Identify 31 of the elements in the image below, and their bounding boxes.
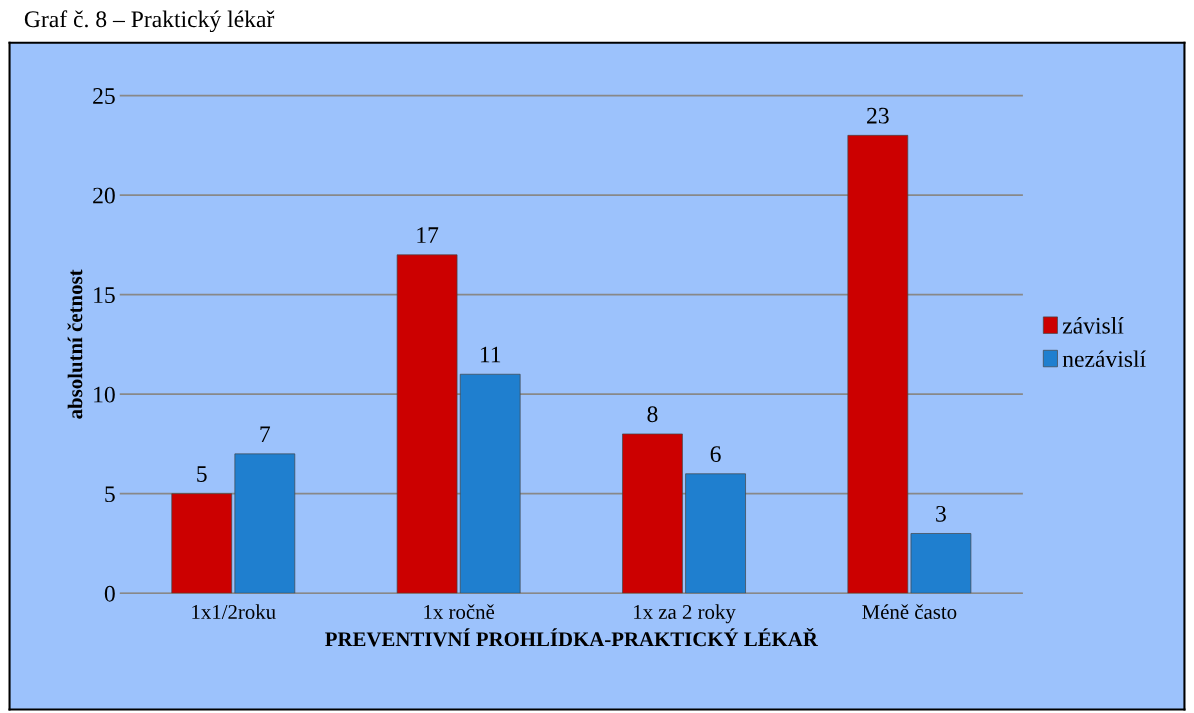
y-tick-label: 25 bbox=[93, 88, 115, 104]
x-tick-label: Méně často bbox=[862, 604, 957, 619]
bar bbox=[622, 433, 683, 594]
data-label: 8 bbox=[647, 406, 658, 423]
bar bbox=[685, 473, 746, 594]
bar bbox=[171, 493, 233, 594]
y-tick-label: 0 bbox=[104, 585, 115, 602]
bar bbox=[396, 254, 458, 594]
x-axis-title: PREVENTIVNÍ PROHLÍDKA-PRAKTICKÝ LÉKAŘ bbox=[325, 628, 819, 647]
data-label: 5 bbox=[197, 466, 207, 482]
chart-title: Graf č. 8 – Praktický lékař bbox=[24, 10, 275, 33]
data-label: 17 bbox=[417, 227, 439, 243]
x-tick-label: 1x1/2roku bbox=[192, 604, 276, 619]
data-label: 6 bbox=[710, 446, 721, 463]
y-tick-label: 5 bbox=[105, 486, 115, 503]
y-tick-label: 20 bbox=[93, 187, 115, 204]
data-label: 3 bbox=[936, 505, 946, 522]
data-label: 7 bbox=[260, 426, 271, 442]
data-label: 11 bbox=[480, 346, 501, 363]
x-tick-label: 1x ročně bbox=[424, 604, 495, 619]
bar bbox=[459, 373, 521, 594]
bar bbox=[234, 453, 296, 594]
y-tick-label: 10 bbox=[94, 386, 115, 403]
legend-label: závislí bbox=[1062, 317, 1124, 334]
bar bbox=[910, 533, 972, 594]
bar bbox=[847, 135, 909, 594]
data-label: 23 bbox=[867, 107, 889, 124]
x-tick-label: 1x za 2 roky bbox=[634, 604, 736, 624]
y-axis-title: absolutní četnost bbox=[67, 269, 83, 419]
legend-label: nezávislí bbox=[1062, 350, 1146, 368]
y-tick-label: 15 bbox=[94, 287, 115, 304]
